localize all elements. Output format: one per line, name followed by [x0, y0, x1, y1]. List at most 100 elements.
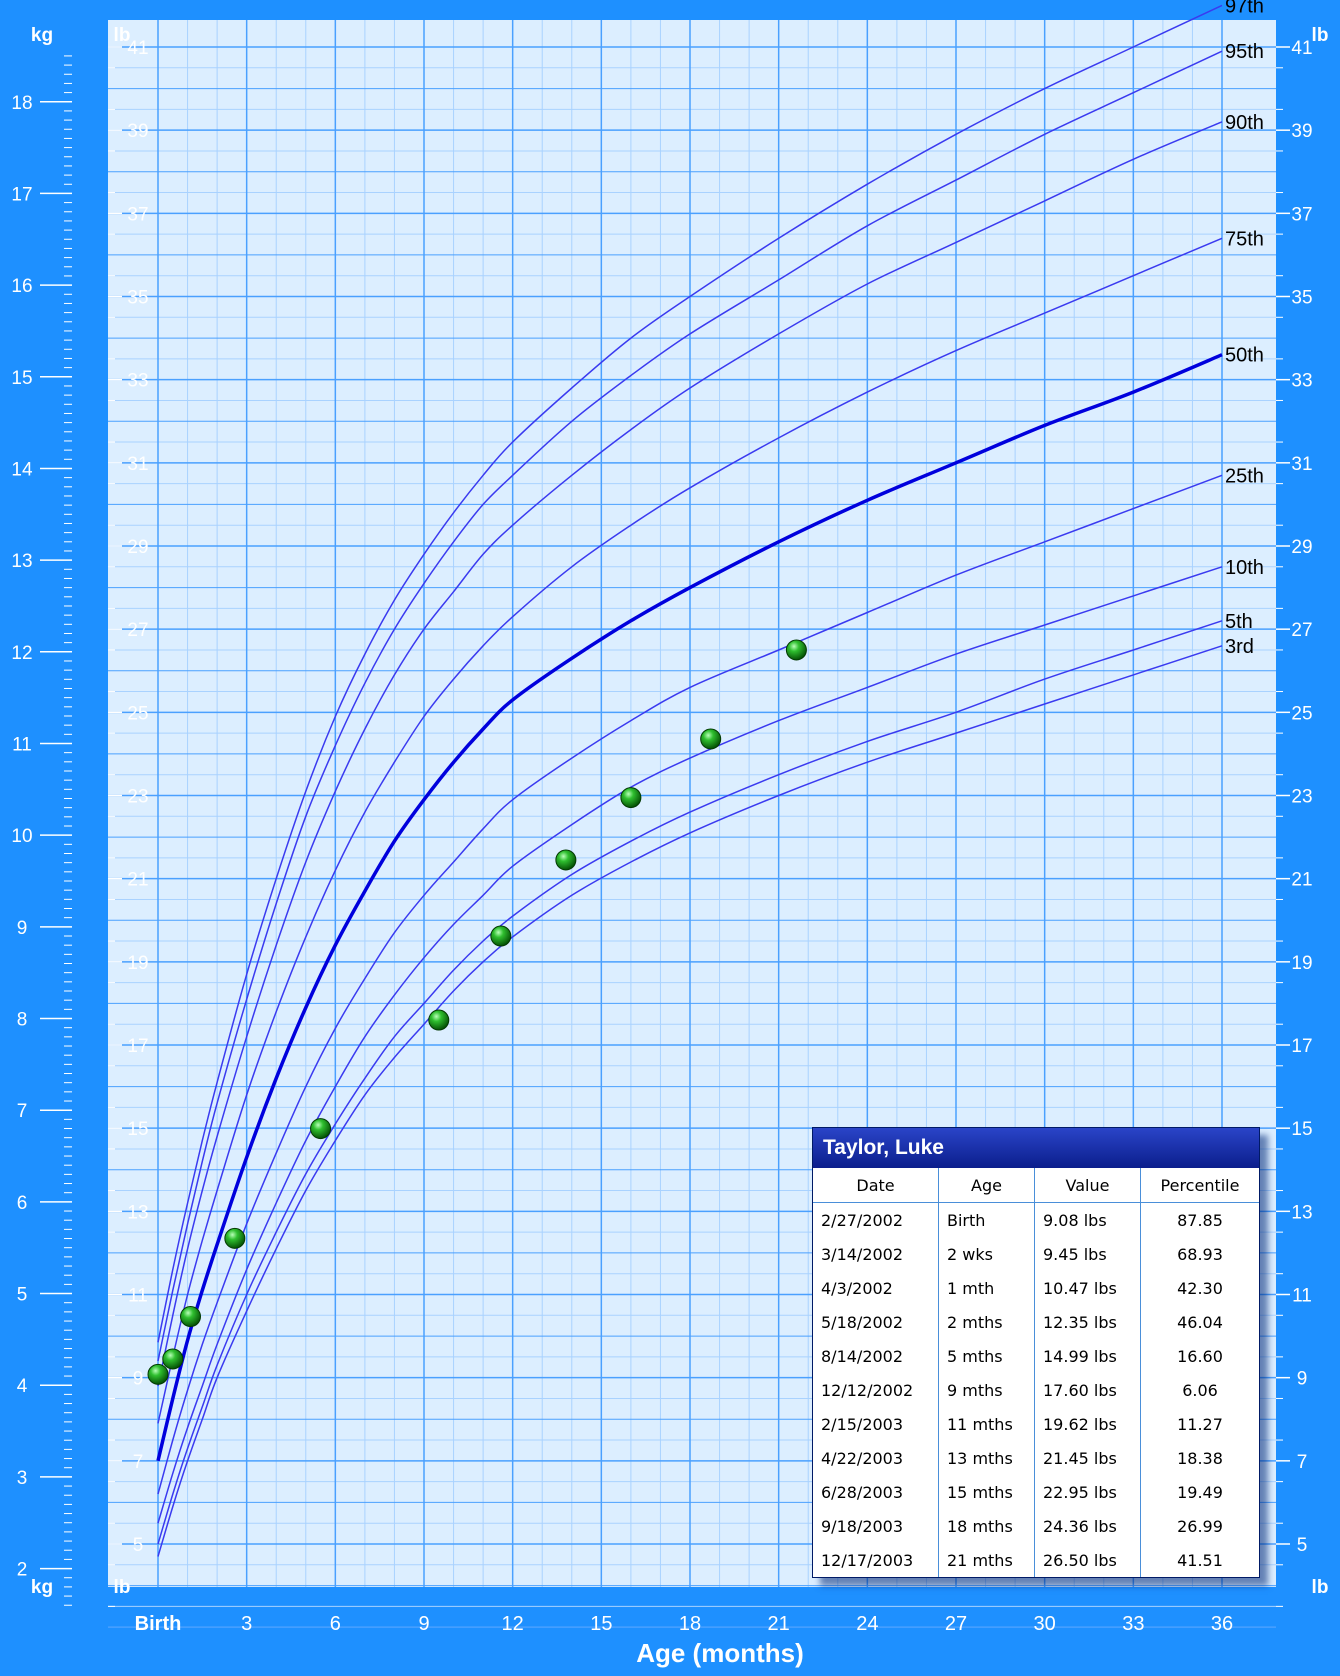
lb-tick-label-left: 25 [127, 703, 148, 724]
percentile-curve-50th [156, 353, 1223, 1462]
lb-tick-label-right: 41 [1291, 38, 1312, 59]
cell-value: 9.08 lbs [1034, 1202, 1141, 1237]
kg-tick-label: 13 [11, 551, 32, 572]
cell-value: 12.35 lbs [1034, 1305, 1141, 1339]
lb-tick-label-left: 31 [127, 454, 148, 475]
cell-age: 18 mths [938, 1509, 1035, 1543]
lb-tick-label-right: 5 [1297, 1535, 1308, 1556]
kg-unit-top: kg [31, 25, 53, 46]
cell-percentile: 26.99 [1177, 1516, 1223, 1536]
kg-tick-label: 12 [11, 643, 32, 664]
percentile-curve-97th [157, 4, 1223, 1343]
cell-date: 2/15/2003 [813, 1407, 939, 1441]
lb-tick-label-right: 11 [1292, 1286, 1312, 1307]
percentile-curve-90th [157, 121, 1223, 1387]
table-row: 8/14/2002 5 mths 14.99 lbs 16.60 [813, 1339, 1259, 1373]
lb-unit-top-left: lb [114, 25, 131, 46]
table-row: 9/18/2003 18 mths 24.36 lbs 26.99 [813, 1509, 1259, 1543]
x-tick-label: 27 [945, 1613, 967, 1635]
table-row: 6/28/2003 15 mths 22.95 lbs 19.49 [813, 1475, 1259, 1509]
cell-percentile: 19.49 [1177, 1482, 1223, 1502]
kg-tick-label: 10 [11, 826, 32, 847]
lb-tick-label-left: 11 [128, 1286, 148, 1307]
lb-tick-label-right: 35 [1291, 288, 1312, 309]
cell-value: 21.45 lbs [1034, 1441, 1141, 1475]
lb-tick-label-left: 7 [133, 1452, 144, 1473]
x-tick-label: 24 [856, 1613, 878, 1635]
lb-tick-label-right: 17 [1291, 1036, 1312, 1057]
x-tick-label: Birth [135, 1613, 182, 1635]
x-tick-label: 6 [330, 1613, 341, 1635]
lb-tick-label-left: 41 [127, 38, 148, 59]
kg-tick-label: 14 [11, 459, 33, 480]
lb-tick-label-right: 37 [1291, 204, 1312, 225]
cell-date: 6/28/2003 [813, 1475, 939, 1509]
kg-tick-label: 15 [11, 368, 32, 389]
x-tick-label: 33 [1122, 1613, 1144, 1635]
lb-tick-label-left: 13 [127, 1202, 148, 1223]
lb-tick-label-left: 15 [127, 1119, 148, 1140]
measurement-points [147, 639, 807, 1385]
cell-percentile: 68.93 [1177, 1244, 1223, 1264]
lb-tick-label-right: 33 [1291, 371, 1312, 392]
kg-tick-label: 6 [17, 1193, 28, 1214]
percentile-label-10th: 10th [1225, 557, 1264, 579]
measurements-table: Date Age Value Percentile 2/27/2002 Birth… [813, 1168, 1259, 1577]
table-row: 2/15/2003 11 mths 19.62 lbs 11.27 [813, 1407, 1259, 1441]
x-tick-label: 21 [768, 1613, 790, 1635]
table-row: 5/18/2002 2 mths 12.35 lbs 46.04 [813, 1305, 1259, 1339]
cell-age: 2 mths [938, 1305, 1035, 1339]
lb-tick-label-left: 39 [127, 121, 148, 142]
cell-value: 19.62 lbs [1034, 1407, 1141, 1441]
lb-unit-top-right: lb [1312, 25, 1329, 46]
percentile-label-3rd: 3rd [1225, 636, 1254, 658]
measurement-point [162, 1348, 184, 1370]
x-tick-label: 9 [418, 1613, 429, 1635]
x-tick-label: 3 [241, 1613, 252, 1635]
lb-tick-label-left: 23 [127, 787, 148, 808]
lb-tick-label-right: 21 [1291, 870, 1312, 891]
cell-date: 2/27/2002 [813, 1202, 939, 1237]
cell-percentile: 16.60 [1177, 1346, 1223, 1366]
measurement-point [700, 728, 722, 750]
lb-unit-bottom-right: lb [1312, 1577, 1329, 1598]
percentile-label-50th: 50th [1225, 345, 1264, 367]
lb-tick-label-right: 23 [1291, 787, 1312, 808]
cell-age: 1 mth [938, 1271, 1035, 1305]
measurement-point [555, 849, 577, 871]
x-tick-label: 12 [502, 1613, 524, 1635]
lb-tick-label-right: 13 [1291, 1202, 1312, 1223]
lb-tick-label-right: 15 [1291, 1119, 1312, 1140]
kg-tick-label: 3 [17, 1468, 28, 1489]
lb-tick-label-left: 27 [127, 620, 148, 641]
measurement-point [310, 1118, 332, 1140]
lb-tick-label-left: 37 [127, 204, 148, 225]
kg-tick-label: 17 [11, 184, 32, 205]
lb-tick-label-right: 7 [1297, 1452, 1308, 1473]
lb-tick-label-right: 19 [1291, 953, 1312, 974]
cell-value: 17.60 lbs [1034, 1373, 1141, 1407]
cell-date: 4/3/2002 [813, 1271, 939, 1305]
measurement-point [224, 1227, 246, 1249]
measurement-point [428, 1009, 450, 1031]
table-row: 3/14/2002 2 wks 9.45 lbs 68.93 [813, 1237, 1259, 1271]
percentile-label-25th: 25th [1225, 465, 1264, 487]
cell-age: 2 wks [938, 1237, 1035, 1271]
cell-age: Birth [938, 1202, 1035, 1237]
lb-tick-label-right: 39 [1291, 121, 1312, 142]
cell-percentile: 46.04 [1177, 1312, 1223, 1332]
percentile-label-75th: 75th [1225, 228, 1264, 250]
percentile-label-5th: 5th [1225, 611, 1253, 633]
cell-date: 8/14/2002 [813, 1339, 939, 1373]
kg-tick-label: 5 [17, 1285, 28, 1306]
cell-date: 3/14/2002 [813, 1237, 939, 1271]
cell-value: 10.47 lbs [1034, 1271, 1141, 1305]
cell-age: 15 mths [938, 1475, 1035, 1509]
cell-value: 9.45 lbs [1034, 1237, 1141, 1271]
kg-tick-label: 9 [17, 918, 28, 939]
cell-date: 5/18/2002 [813, 1305, 939, 1339]
percentile-curve-10th [157, 566, 1223, 1524]
kg-tick-label: 11 [12, 734, 32, 755]
